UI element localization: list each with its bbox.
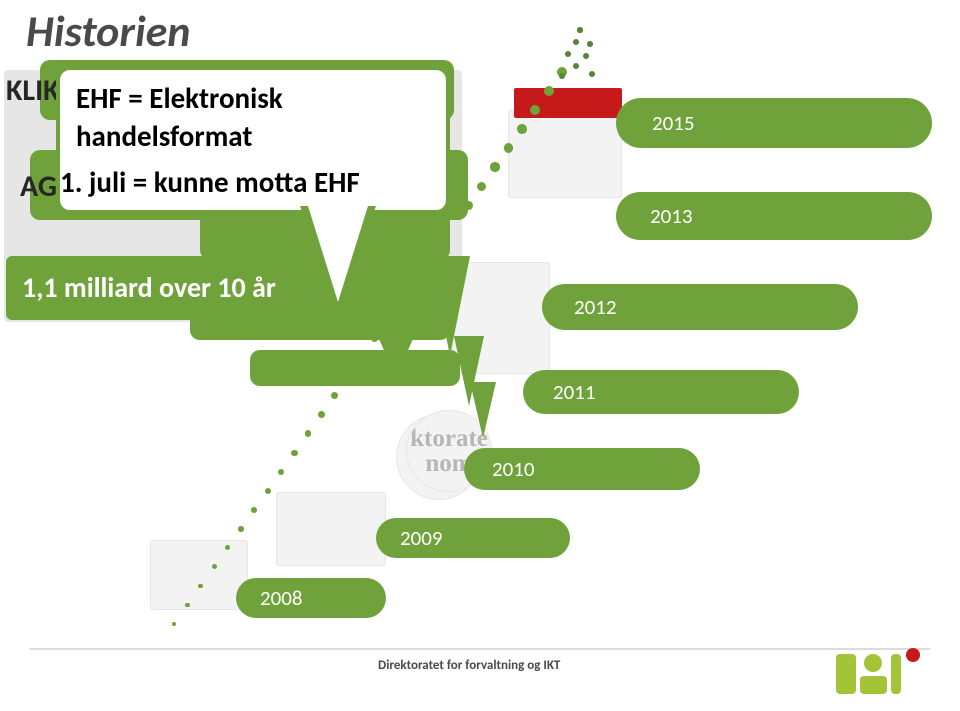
connector-dot — [251, 507, 257, 513]
year-pill-2013: 2013 — [616, 192, 932, 240]
year-pill-2008: 2008 — [236, 578, 386, 618]
footer-divider — [30, 648, 930, 650]
logo-bar — [891, 654, 901, 694]
sprinkle-dot — [589, 71, 596, 78]
connector-dot — [318, 411, 325, 418]
connector-dot — [544, 86, 554, 96]
sprinkle-dot — [583, 53, 589, 59]
back-bubble — [250, 350, 460, 386]
left-fragment: KLIK — [6, 72, 60, 109]
connector-dot — [238, 526, 243, 531]
slide-title: Historien — [26, 4, 190, 58]
logo-dot — [906, 648, 920, 662]
sprinkle-dot — [573, 39, 579, 45]
connector-dot — [291, 450, 297, 456]
left-fragment: AG — [20, 168, 57, 205]
year-pill-2011: 2011 — [523, 370, 799, 414]
connector-dot — [305, 430, 311, 436]
highlight-red — [514, 88, 622, 118]
logo-bar — [836, 654, 856, 694]
year-pill-2010: 2010 — [464, 448, 700, 490]
year-pill-2009: 2009 — [376, 518, 570, 558]
connector-dot — [517, 124, 527, 134]
front-callout-line: handelsformat — [76, 118, 252, 154]
connector-dot — [331, 392, 338, 399]
back-bubble-tail — [470, 382, 496, 438]
connector-dot — [477, 182, 486, 191]
front-callout-line: 1. juli = kunne motta EHF — [60, 164, 360, 200]
sprinkle-dot — [577, 27, 582, 32]
callout-strip-text: 1,1 milliard over 10 år — [22, 270, 276, 305]
year-pill-2012: 2012 — [542, 284, 858, 330]
logo-bar — [860, 676, 887, 694]
timeline-thumb — [508, 110, 622, 198]
timeline-thumb — [276, 492, 386, 566]
front-callout-tail — [300, 206, 376, 316]
sprinkle-dot — [559, 73, 566, 80]
slide-stage: Historien ktoratenom 2008200920102011201… — [0, 0, 960, 711]
connector-dot — [185, 603, 190, 608]
connector-dot — [172, 622, 176, 626]
connector-dot — [278, 469, 284, 475]
timeline-thumb — [150, 540, 248, 610]
logo-dot — [864, 654, 882, 672]
connector-dot — [490, 162, 499, 171]
footer-text: Direktoratet for forvaltning og IKT — [378, 658, 560, 673]
front-callout-line: EHF = Elektronisk — [76, 80, 283, 116]
sprinkle-dot — [587, 41, 593, 47]
callout-strip: 1,1 milliard over 10 år — [6, 256, 454, 320]
year-pill-2015: 2015 — [616, 98, 932, 148]
front-callout-bubble: EHF = Elektroniskhandelsformat 1. juli = … — [56, 66, 450, 214]
sprinkle-dot — [565, 51, 571, 57]
connector-dot — [504, 143, 514, 153]
difi-logo — [836, 648, 926, 698]
sprinkle-dot — [573, 63, 579, 69]
connector-dot — [265, 488, 271, 494]
